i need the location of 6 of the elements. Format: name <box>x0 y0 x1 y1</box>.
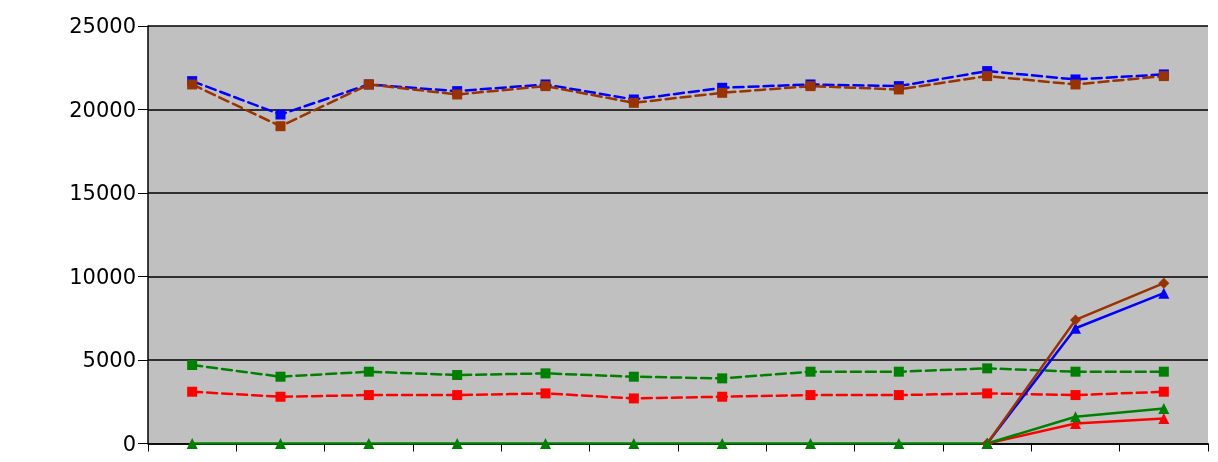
y-tick-label: 20000 <box>69 97 136 122</box>
y-tick-label: 25000 <box>69 14 136 38</box>
y-tick-label: 15000 <box>69 181 136 205</box>
y-tick-label: 5000 <box>82 348 136 372</box>
y-tick-label: 10000 <box>69 264 136 289</box>
y-tick-label: 0 <box>122 431 136 456</box>
